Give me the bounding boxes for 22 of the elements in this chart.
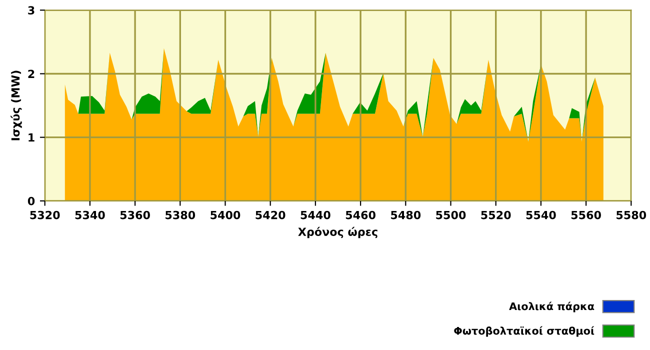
legend-label: Φωτοβολταϊκοί σταθμοί (454, 326, 594, 337)
x-tick-label: 5440 (300, 210, 330, 220)
x-tick-label: 5540 (526, 210, 556, 220)
x-axis-title: Χρόνος ώρες (298, 226, 378, 238)
x-tick-label: 5360 (120, 210, 150, 220)
y-axis-title: Ισχύς (MW) (10, 70, 22, 140)
y-tick-label: 2 (28, 70, 34, 78)
x-tick-label: 5400 (210, 210, 240, 220)
y-tick-label: 1 (28, 133, 34, 142)
x-tick-label: 5560 (571, 210, 601, 220)
x-tick-label: 5320 (30, 210, 60, 220)
x-tick-label: 5420 (256, 210, 286, 220)
x-tick-label: 5480 (391, 210, 421, 220)
x-tick-label: 5340 (75, 210, 105, 220)
y-tick-label: 0 (28, 196, 35, 206)
x-tick-label: 5520 (481, 210, 511, 220)
x-tick-label: 5580 (616, 210, 646, 220)
legend-label: Αιολικά πάρκα (509, 302, 594, 312)
x-tick-label: 5380 (166, 210, 196, 220)
x-tick-label: 5460 (346, 210, 376, 220)
y-tick-label: 3 (28, 6, 34, 15)
x-tick-label: 5500 (436, 210, 466, 220)
